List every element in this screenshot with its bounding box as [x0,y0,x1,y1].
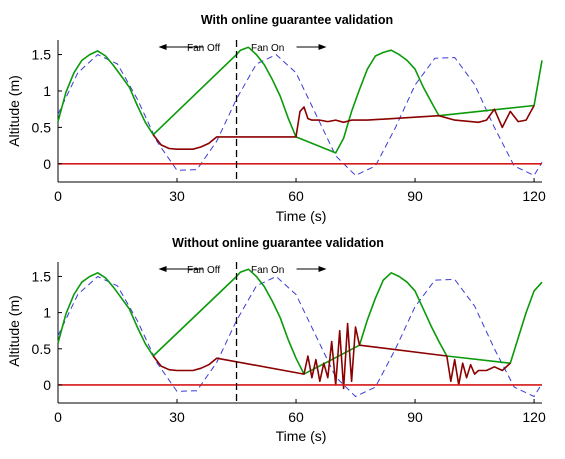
y-tick-label: 1 [43,305,51,321]
y-tick-label: 0 [43,377,51,393]
y-axis-label: Altitude (m) [6,75,22,147]
tracking-line [57,268,543,375]
fan-on-line [152,322,511,390]
chart-panel-top: With online guarantee validation Altitud… [6,13,546,224]
fan-off-arrowhead [158,266,167,272]
y-tick-label: 0.5 [32,119,52,135]
reference-line [57,54,543,176]
x-tick-label: 0 [54,188,62,204]
x-tick-label: 30 [169,188,185,204]
x-axis-label: Time (s) [276,428,327,444]
fan-on-arrowhead [318,44,327,50]
x-tick-label: 90 [407,409,423,425]
x-tick-label: 120 [522,409,546,425]
y-tick-label: 0 [43,156,51,172]
x-axis-label: Time (s) [276,208,327,224]
x-tick-label: 0 [54,409,62,425]
x-tick-label: 60 [288,409,304,425]
fan-off-label: Fan Off [187,265,220,276]
y-tick-label: 1 [43,83,51,99]
x-tick-label: 30 [169,409,185,425]
fan-on-arrowhead [318,266,327,272]
y-axis-label-group: Altitude (m) [6,295,22,367]
x-tick-label: 60 [288,188,304,204]
fan-on-label: Fan On [251,43,284,54]
tracking-line [57,46,543,154]
y-tick-label: 1.5 [32,47,52,63]
y-tick-label: 1.5 [32,268,52,284]
y-axis-label-group: Altitude (m) [6,75,22,147]
chart-title: With online guarantee validation [201,13,393,27]
fan-off-label: Fan Off [187,43,220,54]
chart-panel-bottom: Without online guarantee validation Alti… [6,236,546,444]
fan-on-label: Fan On [251,265,284,276]
y-tick-label: 0.5 [32,341,52,357]
fan-off-arrowhead [158,44,167,50]
plot-area: 0 30 60 90 120 0 0.5 1 1.5 [32,262,546,425]
chart-title: Without online guarantee validation [172,236,384,250]
fan-on-line [152,105,535,150]
y-axis-label: Altitude (m) [6,295,22,367]
reference-line [57,276,543,397]
x-tick-label: 90 [407,188,423,204]
plot-area: 0 30 60 90 120 0 0.5 1 1.5 [32,40,546,204]
x-tick-label: 120 [522,188,546,204]
